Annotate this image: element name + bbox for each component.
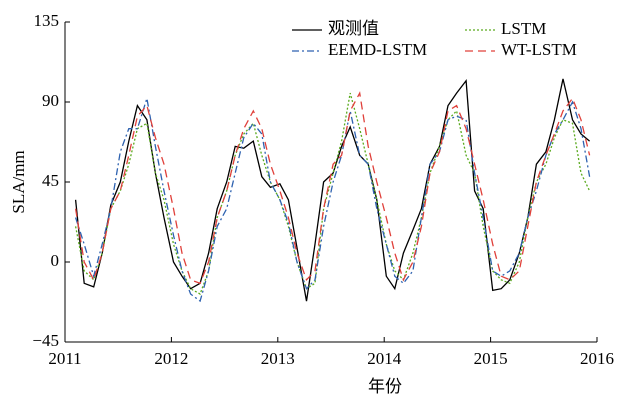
legend-label: WT-LSTM xyxy=(501,40,577,59)
series-line xyxy=(74,78,591,302)
legend-label: LSTM xyxy=(501,19,546,38)
x-tick-label: 2013 xyxy=(261,349,295,368)
x-tick-label: 2016 xyxy=(580,349,614,368)
y-tick-label: 45 xyxy=(42,171,59,190)
x-tick-label: 2012 xyxy=(154,349,188,368)
legend-label: EEMD-LSTM xyxy=(328,40,427,59)
y-tick-label: 0 xyxy=(51,251,60,270)
series-line xyxy=(74,92,591,295)
y-tick-label: 135 xyxy=(34,11,60,30)
x-tick-label: 2014 xyxy=(367,349,402,368)
x-tick-label: 2011 xyxy=(48,349,81,368)
x-axis-label: 年份 xyxy=(368,377,402,396)
x-tick-label: 2015 xyxy=(474,349,508,368)
y-tick-label: −45 xyxy=(32,331,59,350)
series-line xyxy=(74,98,591,303)
y-axis-label: SLA/mm xyxy=(9,150,28,213)
legend-label: 观测值 xyxy=(328,19,379,38)
y-tick-label: 90 xyxy=(42,91,59,110)
series-line xyxy=(74,91,591,285)
